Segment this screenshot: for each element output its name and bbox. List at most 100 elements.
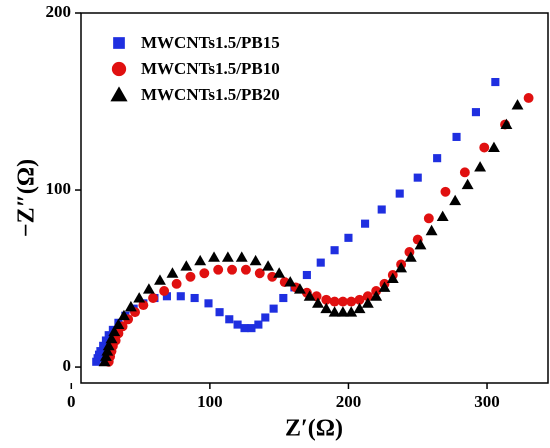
marker-triangle [328,306,341,317]
marker-circle [159,285,170,296]
marker-square [240,324,249,333]
marker-square [190,293,199,303]
marker-triangle [345,306,358,317]
marker-square [452,132,461,141]
marker-circle [267,271,278,282]
marker-triangle [320,302,333,314]
marker-square [471,108,480,117]
marker-circle [479,142,490,153]
x-tick-label: 300 [474,392,500,411]
x-axis-label: Z′(Ω) [285,416,343,442]
marker-triangle [98,355,111,367]
marker-circle [111,61,127,77]
marker-triangle [336,306,349,317]
marker-square [254,320,263,329]
marker-circle [459,167,470,178]
marker-square [491,77,500,87]
marker-circle [337,296,348,307]
marker-triangle [105,332,118,344]
marker-circle [346,296,357,307]
marker-triangle [101,345,114,356]
y-tick-label: 0 [63,356,72,375]
y-tick-label: 100 [46,179,72,198]
marker-triangle [395,261,408,273]
marker-triangle [511,99,524,110]
plot-frame [80,12,549,384]
x-tick-label: 0 [67,392,76,411]
marker-triangle [414,238,427,250]
marker-square [361,219,370,228]
marker-triangle [180,260,193,271]
marker-triangle [208,251,220,262]
marker-triangle [108,325,121,337]
marker-triangle [249,254,262,266]
marker-square [99,341,108,350]
marker-square [433,154,442,163]
marker-triangle [404,251,417,262]
legend-label: MWCNTs1.5/PB15 [141,33,280,52]
marker-triangle [110,86,128,102]
marker-triangle [112,318,125,330]
marker-square [96,347,105,356]
marker-square [162,292,171,301]
marker-square [330,246,339,255]
marker-square [395,189,404,198]
marker-square [215,308,224,317]
marker-triangle [100,350,112,361]
marker-square [413,173,422,182]
marker-triangle [142,283,155,294]
marker-triangle [474,161,487,172]
marker-circle [199,268,210,279]
marker-circle [148,293,159,303]
marker-circle [213,264,224,275]
marker-triangle [436,210,449,222]
marker-triangle [361,297,374,308]
marker-triangle [124,300,137,312]
marker-triangle [273,267,286,278]
marker-square [377,205,386,214]
marker-square [101,336,110,345]
marker-circle [254,268,265,279]
x-tick-label: 200 [336,392,362,411]
marker-circle [138,300,149,311]
marker-circle [329,296,340,307]
x-tick-label: 100 [197,392,223,411]
marker-triangle [133,292,146,303]
marker-square [204,299,213,308]
marker-square [247,324,256,333]
marker-triangle [194,254,207,266]
marker-triangle [461,178,474,190]
marker-triangle [488,141,500,153]
marker-circle [423,213,434,224]
y-tick-label: 200 [46,2,72,21]
marker-triangle [262,260,275,271]
marker-triangle [386,272,399,284]
marker-triangle [294,283,306,294]
marker-circle [240,264,251,275]
marker-triangle [303,290,316,301]
marker-triangle [370,290,383,301]
marker-square [316,258,325,267]
marker-square [113,37,125,49]
marker-triangle [154,274,166,285]
marker-triangle [449,194,462,206]
marker-triangle [166,267,179,278]
marker-triangle [284,276,297,287]
marker-square [279,293,288,303]
marker-square [225,315,234,324]
marker-square [233,320,242,329]
marker-circle [354,294,365,305]
marker-triangle [378,281,391,292]
marker-square [269,304,278,313]
marker-circle [171,278,182,289]
y-axis-label: −Z″(Ω) [14,159,40,237]
marker-circle [362,291,373,302]
marker-triangle [500,118,513,129]
marker-circle [185,271,196,282]
marker-square [104,331,113,340]
marker-square [261,313,270,322]
marker-square [302,270,311,280]
marker-circle [227,264,237,275]
marker-triangle [312,297,324,308]
